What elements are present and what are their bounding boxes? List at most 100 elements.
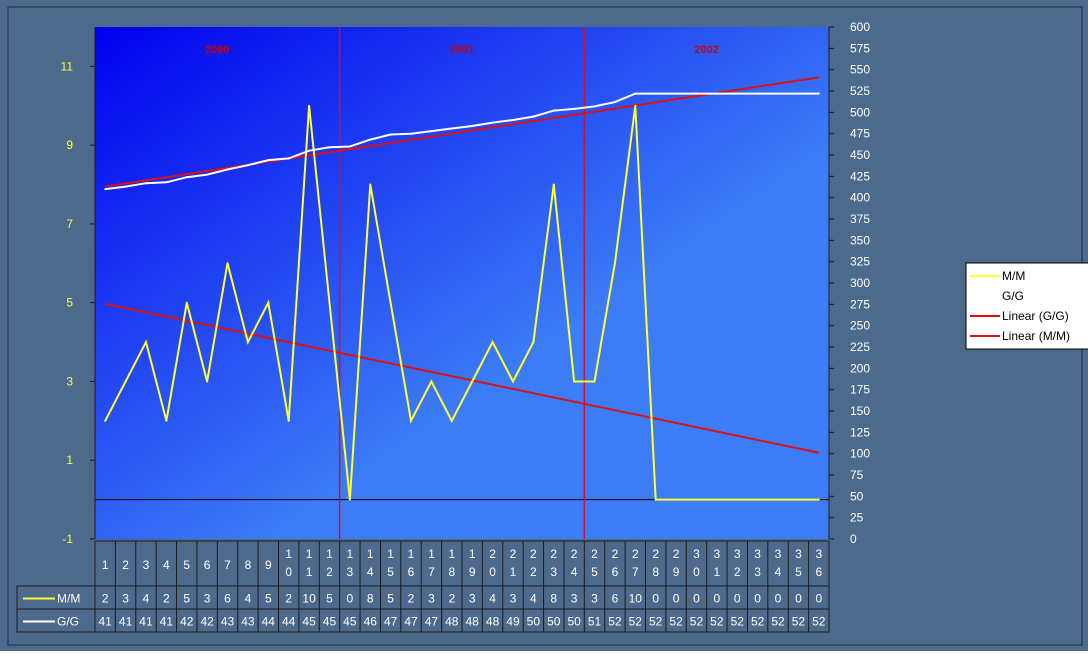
x-tick-label-digit: 2 (550, 547, 557, 561)
x-tick-label: 2 (122, 558, 129, 572)
data-point (613, 101, 616, 104)
data-point (593, 380, 596, 383)
data-point (471, 380, 474, 383)
data-point (613, 262, 616, 265)
data-table-cell: 2 (163, 592, 170, 606)
data-table-cell: 10 (302, 592, 316, 606)
y-right-tick-label: 225 (850, 340, 870, 354)
x-tick-label-digit: 1 (714, 565, 721, 579)
data-point (736, 498, 739, 501)
data-table-cell: 6 (224, 592, 231, 606)
x-tick-label-digit: 1 (285, 547, 292, 561)
x-tick-label-digit: 0 (693, 565, 700, 579)
data-table-cell: 47 (425, 615, 439, 629)
x-tick-label-digit: 3 (754, 547, 761, 561)
y-right-tick-label: 0 (850, 532, 857, 546)
data-point (532, 115, 535, 118)
data-table-cell: 0 (775, 592, 782, 606)
x-tick-label-digit: 2 (632, 547, 639, 561)
data-point (430, 130, 433, 133)
data-table-cell: 5 (387, 592, 394, 606)
data-table-cell: 52 (608, 615, 622, 629)
x-tick-label-digit: 5 (795, 565, 802, 579)
data-table-cell: 4 (530, 592, 537, 606)
x-tick-label-digit: 2 (326, 565, 333, 579)
data-point (491, 341, 494, 344)
data-point (104, 188, 107, 191)
data-table-cell: 3 (428, 592, 435, 606)
year-label: 2001 (450, 44, 474, 56)
data-table-cell: 41 (139, 615, 153, 629)
y-left-tick-label: 5 (66, 296, 73, 310)
x-tick-label-digit: 1 (306, 547, 313, 561)
data-point (165, 419, 168, 422)
y-right-tick-label: 25 (850, 511, 864, 525)
data-point (450, 127, 453, 130)
data-table-cell: 3 (571, 592, 578, 606)
data-table-cell: 52 (812, 615, 826, 629)
x-tick-label-digit: 3 (693, 547, 700, 561)
data-table-cell: 3 (469, 592, 476, 606)
data-point (430, 380, 433, 383)
y-right-tick-label: 500 (850, 105, 870, 119)
data-table-cell: 48 (466, 615, 480, 629)
x-tick-label-digit: 3 (775, 547, 782, 561)
y-right-tick-label: 375 (850, 212, 870, 226)
data-table-cell: 8 (367, 592, 374, 606)
x-tick-label-digit: 9 (469, 565, 476, 579)
x-tick-label-digit: 5 (591, 565, 598, 579)
data-table-row-label: G/G (57, 615, 79, 629)
data-table-cell: 10 (629, 592, 643, 606)
data-table-cell: 0 (815, 592, 822, 606)
y-right-tick-label: 75 (850, 468, 864, 482)
y-right-tick-label: 400 (850, 191, 870, 205)
data-table-cell: 4 (489, 592, 496, 606)
data-point (736, 92, 739, 95)
y-right-tick-label: 150 (850, 404, 870, 418)
data-table-cell: 52 (771, 615, 785, 629)
legend-entry-label: M/M (1002, 269, 1025, 283)
data-point (532, 341, 535, 344)
data-point (328, 301, 331, 304)
data-point (226, 168, 229, 171)
x-tick-label: 1 (102, 558, 109, 572)
x-tick-label-digit: 1 (326, 547, 333, 561)
y-right-tick-label: 300 (850, 276, 870, 290)
data-point (226, 262, 229, 265)
x-tick-label-digit: 4 (775, 565, 782, 579)
data-table-cell: 2 (448, 592, 455, 606)
y-right-tick-label: 325 (850, 255, 870, 269)
data-table-cell: 3 (204, 592, 211, 606)
data-point (348, 145, 351, 148)
x-tick-label-digit: 7 (632, 565, 639, 579)
data-point (308, 149, 311, 152)
x-tick-label-digit: 0 (489, 565, 496, 579)
y-left-tick-label: 1 (66, 453, 73, 467)
y-right-tick-label: 175 (850, 383, 870, 397)
x-tick-label-digit: 5 (387, 565, 394, 579)
plot-area (95, 27, 829, 539)
x-tick-label: 5 (183, 558, 190, 572)
x-tick-label-digit: 1 (347, 547, 354, 561)
data-table-cell: 3 (510, 592, 517, 606)
y-left-tick-label: -1 (62, 532, 73, 546)
series-line (104, 105, 819, 501)
series-line (105, 92, 819, 191)
data-point (308, 104, 311, 107)
year-label: 2002 (694, 44, 718, 56)
data-table-cell: 50 (547, 615, 561, 629)
y-right-tick-label: 525 (850, 84, 870, 98)
data-table-cell: 47 (404, 615, 418, 629)
data-point (552, 183, 555, 186)
data-point (348, 498, 351, 501)
data-point (369, 138, 372, 141)
x-tick-label-digit: 6 (408, 565, 415, 579)
data-table-cell: 44 (282, 615, 296, 629)
y-right-tick-label: 250 (850, 319, 870, 333)
data-table-cell: 4 (143, 592, 150, 606)
data-table-cell: 52 (629, 615, 643, 629)
data-point (246, 341, 249, 344)
x-tick-label: 6 (204, 558, 211, 572)
data-table-cell: 4 (245, 592, 252, 606)
